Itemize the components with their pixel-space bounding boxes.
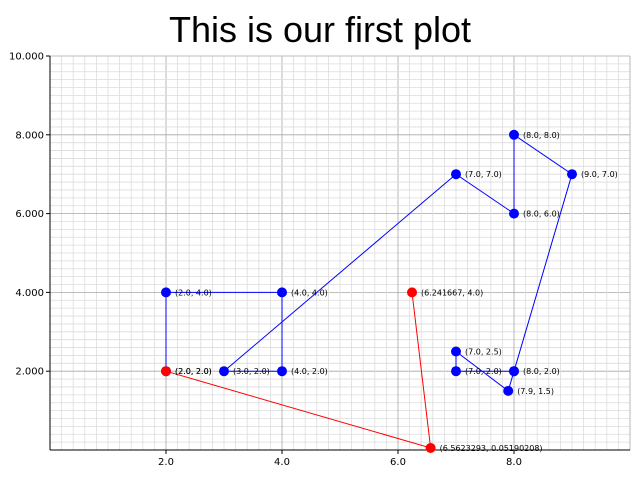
data-point (451, 346, 461, 357)
data-label: (7.0, 2.0) (465, 367, 502, 376)
y-tick-label: 4.000 (15, 288, 44, 299)
data-point (277, 366, 287, 377)
y-tick-label: 2.000 (15, 367, 44, 378)
data-label: (2.0, 2.0) (175, 367, 212, 376)
series-line (165, 133, 573, 392)
data-label: (8.0, 8.0) (523, 131, 560, 140)
data-label: (9.0, 7.0) (581, 170, 618, 179)
data-label: (8.0, 2.0) (523, 367, 560, 376)
series-1 (165, 133, 573, 392)
data-label: (2.0, 2.0) (175, 367, 212, 376)
data-point (161, 366, 171, 377)
data-point (451, 169, 461, 180)
data-point (425, 442, 436, 453)
data-point (277, 287, 287, 298)
data-point (407, 287, 418, 298)
data-point (451, 366, 461, 377)
data-label: (7.9, 1.5) (517, 387, 554, 396)
data-point (161, 287, 171, 298)
x-tick-label: 2.0 (158, 457, 174, 468)
grid (49, 55, 631, 451)
x-tick-label: 6.0 (390, 457, 406, 468)
series-2-markers: (2.0, 2.0) (6.5623293, 0.05190208) (6.2416… (161, 287, 543, 453)
data-label: (7.0, 2.5) (465, 348, 502, 357)
y-tick-label: 6.000 (15, 209, 44, 220)
data-label: (6.241667, 4.0) (421, 288, 483, 297)
data-label: (4.0, 2.0) (291, 367, 328, 376)
x-tick-label: 4.0 (274, 457, 290, 468)
chart-title: This is our first plot (168, 9, 472, 50)
data-label: (8.0, 6.0) (523, 210, 560, 219)
x-tick-label: 8.0 (506, 457, 522, 468)
data-point (509, 208, 519, 219)
series-1-markers: (2.0, 2.0) (2.0, 4.0) (4.0, 4.0) (4.0, 2.0)… (161, 129, 618, 396)
y-tick-label: 8.000 (15, 130, 44, 141)
data-point (567, 169, 577, 180)
data-label: (7.0, 7.0) (465, 170, 502, 179)
data-point (509, 129, 519, 140)
y-tick-label: 10.000 (9, 52, 44, 63)
data-label: (3.0, 2.0) (233, 367, 270, 376)
data-label: (6.5623293, 0.05190208) (440, 444, 543, 453)
data-point (503, 385, 514, 396)
data-point (509, 366, 519, 377)
data-label: (2.0, 4.0) (175, 288, 212, 297)
data-point (219, 366, 229, 377)
data-label: (4.0, 4.0) (291, 288, 328, 297)
